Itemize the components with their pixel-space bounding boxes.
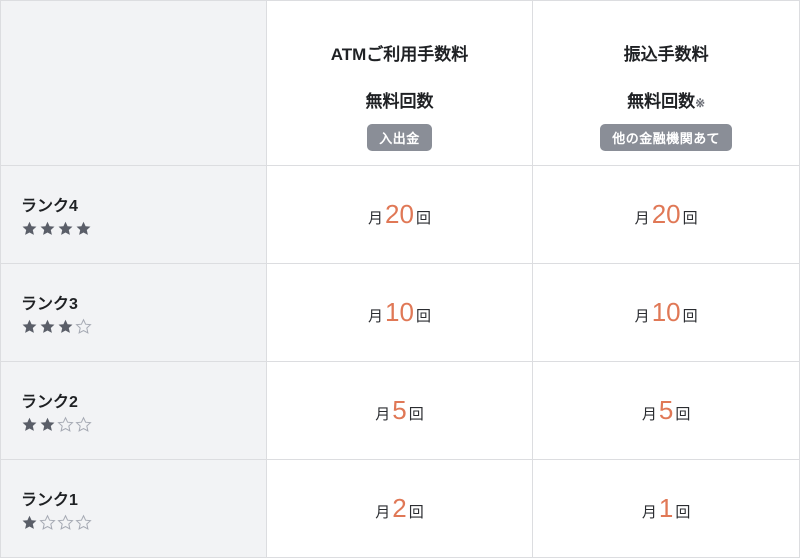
star-filled-icon — [21, 220, 38, 237]
value-number: 1 — [657, 493, 675, 523]
table-body: ランク4月20回月20回ランク3月10回月10回ランク2月5回月5回ランク1月2… — [1, 166, 800, 558]
star-empty-icon — [75, 514, 92, 531]
value-cell: 月5回 — [533, 362, 800, 460]
value-prefix: 月 — [375, 504, 390, 521]
table-row: ランク4月20回月20回 — [1, 166, 800, 264]
value-prefix: 月 — [375, 406, 390, 423]
value-suffix: 回 — [683, 210, 698, 227]
star-empty-icon — [57, 514, 74, 531]
table-row: ランク1月2回月1回 — [1, 460, 800, 558]
header-title-line2: 無料回数 — [365, 92, 433, 111]
rank-cell: ランク1 — [1, 460, 267, 558]
header-title: 振込手数料 無料回数※ — [543, 19, 789, 114]
header-row: ATMご利用手数料 無料回数 入出金 振込手数料 無料回数※ 他の金融機関あて — [1, 1, 800, 166]
rank-cell: ランク3 — [1, 264, 267, 362]
star-filled-icon — [39, 220, 56, 237]
star-empty-icon — [75, 416, 92, 433]
rank-label: ランク2 — [21, 388, 246, 412]
value-suffix: 回 — [683, 308, 698, 325]
value-suffix: 回 — [409, 504, 424, 521]
star-rating — [21, 318, 246, 336]
value-prefix: 月 — [635, 308, 650, 325]
header-col-transfer: 振込手数料 無料回数※ 他の金融機関あて — [533, 1, 800, 166]
rank-label: ランク4 — [21, 192, 246, 216]
value-cell: 月5回 — [266, 362, 533, 460]
value-prefix: 月 — [642, 504, 657, 521]
rank-cell: ランク4 — [1, 166, 267, 264]
rank-label: ランク3 — [21, 290, 246, 314]
badge-transfer: 他の金融機関あて — [600, 124, 732, 151]
value-cell: 月20回 — [266, 166, 533, 264]
value-number: 20 — [383, 199, 416, 229]
value-suffix: 回 — [416, 308, 431, 325]
star-empty-icon — [39, 514, 56, 531]
star-filled-icon — [39, 416, 56, 433]
value-prefix: 月 — [368, 308, 383, 325]
star-rating — [21, 416, 246, 434]
value-suffix: 回 — [416, 210, 431, 227]
value-suffix: 回 — [675, 504, 690, 521]
header-col-atm: ATMご利用手数料 無料回数 入出金 — [266, 1, 533, 166]
badge-atm: 入出金 — [367, 124, 432, 151]
star-filled-icon — [75, 220, 92, 237]
value-cell: 月10回 — [266, 264, 533, 362]
header-note: ※ — [695, 96, 705, 110]
star-filled-icon — [21, 416, 38, 433]
header-title: ATMご利用手数料 無料回数 — [277, 19, 523, 114]
value-cell: 月10回 — [533, 264, 800, 362]
star-filled-icon — [57, 318, 74, 335]
star-filled-icon — [39, 318, 56, 335]
fee-table: ATMご利用手数料 無料回数 入出金 振込手数料 無料回数※ 他の金融機関あて … — [0, 0, 800, 558]
rank-label: ランク1 — [21, 486, 246, 510]
value-number: 20 — [650, 199, 683, 229]
value-number: 10 — [650, 297, 683, 327]
value-cell: 月2回 — [266, 460, 533, 558]
header-title-line1: 振込手数料 — [624, 45, 709, 64]
header-blank-cell — [1, 1, 267, 166]
value-number: 5 — [657, 395, 675, 425]
star-rating — [21, 220, 246, 238]
star-filled-icon — [21, 514, 38, 531]
value-suffix: 回 — [675, 406, 690, 423]
header-title-line2: 無料回数 — [627, 92, 695, 111]
star-empty-icon — [75, 318, 92, 335]
star-empty-icon — [57, 416, 74, 433]
value-prefix: 月 — [368, 210, 383, 227]
star-rating — [21, 514, 246, 532]
star-filled-icon — [21, 318, 38, 335]
header-title-line1: ATMご利用手数料 — [331, 45, 469, 64]
value-number: 2 — [390, 493, 408, 523]
value-number: 5 — [390, 395, 408, 425]
value-number: 10 — [383, 297, 416, 327]
rank-cell: ランク2 — [1, 362, 267, 460]
value-prefix: 月 — [642, 406, 657, 423]
table-row: ランク2月5回月5回 — [1, 362, 800, 460]
star-filled-icon — [57, 220, 74, 237]
value-cell: 月20回 — [533, 166, 800, 264]
value-suffix: 回 — [409, 406, 424, 423]
table-row: ランク3月10回月10回 — [1, 264, 800, 362]
value-prefix: 月 — [635, 210, 650, 227]
value-cell: 月1回 — [533, 460, 800, 558]
